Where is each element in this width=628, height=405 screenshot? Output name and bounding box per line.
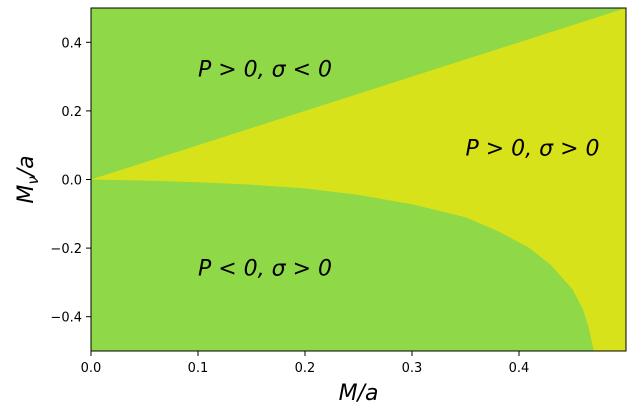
region-label: P < 0, σ > 0 — [198, 257, 332, 282]
region-yellow — [91, 8, 626, 351]
y-tick-label: −0.4 — [50, 311, 82, 326]
region-labels: P > 0, σ < 0 P > 0, σ > 0 P < 0, σ > 0 — [198, 58, 600, 282]
x-tick-label: 0.0 — [81, 361, 102, 376]
y-tick-label: 0.0 — [61, 174, 82, 189]
x-tick-label: 0.3 — [402, 361, 423, 376]
x-tick-label: 0.1 — [188, 361, 209, 376]
y-tick-label: 0.4 — [61, 36, 82, 51]
x-axis-label: M/a — [339, 381, 379, 405]
region-label: P > 0, σ < 0 — [198, 58, 332, 83]
axis-ticks: 0.0 0.1 0.2 0.3 0.4 −0.4 −0.2 0.0 0.2 0.4 — [50, 36, 529, 376]
x-tick-label: 0.2 — [295, 361, 316, 376]
plot-area — [90, 7, 627, 352]
y-tick-label: −0.2 — [50, 242, 82, 257]
y-tick-label: 0.2 — [61, 105, 82, 120]
x-tick-label: 0.4 — [509, 361, 530, 376]
region-label: P > 0, σ > 0 — [466, 136, 600, 161]
y-axis-label: Mν/a — [14, 155, 42, 203]
